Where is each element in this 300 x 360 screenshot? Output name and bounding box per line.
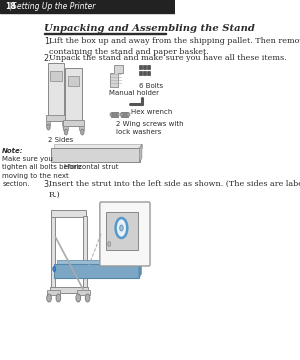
Bar	[122, 112, 128, 117]
Circle shape	[108, 242, 111, 247]
Bar	[143, 65, 146, 69]
Bar	[77, 290, 90, 295]
Bar	[51, 210, 86, 217]
Bar	[51, 148, 140, 162]
Bar	[44, 33, 166, 34]
Circle shape	[64, 129, 68, 135]
Circle shape	[47, 294, 51, 302]
Polygon shape	[54, 144, 142, 148]
Bar	[0, 0, 175, 13]
Circle shape	[116, 218, 127, 238]
Bar	[50, 71, 62, 81]
Bar	[46, 115, 67, 121]
Bar	[68, 76, 80, 86]
Bar	[83, 216, 87, 292]
Polygon shape	[57, 260, 141, 264]
Circle shape	[56, 294, 61, 302]
Bar	[48, 63, 64, 121]
Bar	[62, 121, 67, 125]
Bar	[80, 126, 84, 130]
Text: Setting Up the Printer: Setting Up the Printer	[12, 2, 95, 11]
Circle shape	[85, 294, 90, 302]
Bar	[63, 126, 68, 130]
Text: Hex wrench: Hex wrench	[131, 109, 172, 115]
Bar	[54, 264, 139, 278]
Polygon shape	[110, 65, 123, 87]
Bar	[110, 113, 112, 116]
Bar	[63, 120, 84, 126]
FancyBboxPatch shape	[100, 202, 150, 266]
Text: Manual holder: Manual holder	[109, 90, 159, 96]
Bar	[65, 68, 82, 126]
Text: 18: 18	[5, 2, 15, 11]
Text: Lift the box up and away from the shipping pallet. Then remove the box
containin: Lift the box up and away from the shippi…	[49, 37, 300, 56]
Circle shape	[53, 266, 56, 271]
Bar	[139, 65, 142, 69]
Polygon shape	[140, 144, 142, 162]
Circle shape	[120, 225, 123, 231]
Text: Unpacking and Assembling the Stand: Unpacking and Assembling the Stand	[44, 24, 255, 33]
Text: 6 Bolts: 6 Bolts	[139, 83, 163, 89]
Text: Make sure you
tighten all bolts before
moving to the next
section.: Make sure you tighten all bolts before m…	[2, 156, 82, 187]
Bar	[143, 71, 146, 75]
Bar	[117, 113, 119, 116]
Bar	[139, 71, 142, 75]
Text: Insert the strut into the left side as shown. (The sides are labeled L and
R.): Insert the strut into the left side as s…	[49, 180, 300, 199]
Text: Note:: Note:	[2, 148, 24, 154]
Bar	[46, 121, 50, 125]
Text: Horizontal strut: Horizontal strut	[64, 164, 119, 170]
Circle shape	[76, 294, 81, 302]
Text: 3.: 3.	[44, 180, 51, 189]
Bar	[50, 287, 88, 293]
Text: 2.: 2.	[44, 54, 51, 63]
Text: 1.: 1.	[44, 37, 51, 46]
Bar	[111, 112, 118, 117]
Bar	[51, 212, 56, 292]
Text: 2 Wing screws with
lock washers: 2 Wing screws with lock washers	[116, 121, 183, 135]
Text: Unpack the stand and make sure you have all these items.: Unpack the stand and make sure you have …	[49, 54, 287, 62]
Bar	[147, 71, 150, 75]
Circle shape	[81, 129, 84, 135]
Polygon shape	[139, 260, 141, 278]
Circle shape	[63, 124, 67, 130]
Bar	[147, 65, 150, 69]
Bar	[47, 290, 60, 295]
Text: 2 Sides: 2 Sides	[47, 137, 73, 143]
Bar	[106, 212, 138, 250]
Bar	[120, 113, 123, 116]
Text: |: |	[9, 2, 12, 11]
Bar	[127, 113, 130, 116]
Circle shape	[47, 124, 50, 130]
